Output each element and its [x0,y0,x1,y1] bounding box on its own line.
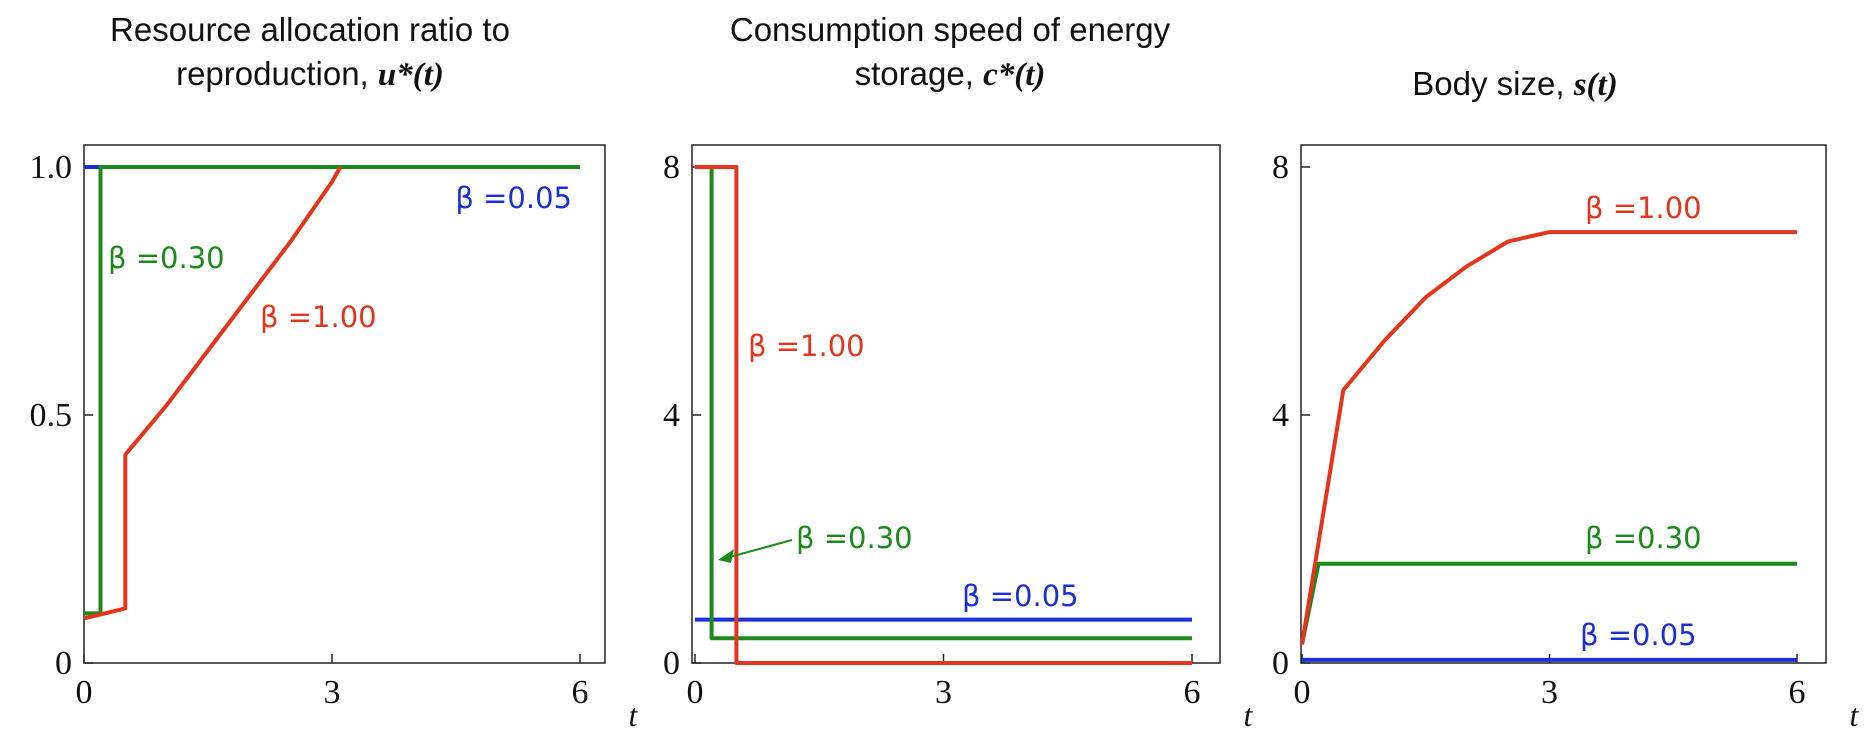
series-label-2: β =1.00 [748,329,865,363]
chart-title-s-text: Body size, [1412,65,1574,102]
series-line-2 [695,165,1192,665]
chart-title-u-text: Resource allocation ratio to reproductio… [110,11,510,92]
chart-title-c-var: c*(t) [983,57,1046,93]
series-label-1: β =0.30 [796,521,913,555]
x-tick-label: 0 [76,674,93,711]
x-tick-label: 0 [687,674,704,711]
chart-title-u: Resource allocation ratio to reproductio… [60,8,560,97]
series-label-0: β =0.05 [962,579,1079,613]
chart-title-c-text: Consumption speed of energy storage, [729,11,1171,92]
chart-title-c: Consumption speed of energy storage, c*(… [700,8,1200,97]
plot-frame [691,144,1221,664]
panel-0: 0 0.5 1.0 0 3 6 t β =0.05 β =0.30 β =1.00 [30,144,639,731]
chart-title-s-var: s(t) [1573,67,1618,103]
series-line-2 [1300,230,1797,645]
plot-frame [83,144,606,664]
series-label-0: β =0.05 [1580,618,1697,652]
panel-2: 0 4 8 0 3 6 t β =0.05 β =0.30 β =1.00 [1272,144,1860,731]
series-label-1: β =0.30 [1585,521,1702,555]
plot-frame [1300,144,1827,664]
arrow-head [718,549,734,563]
x-tick-label: 6 [1789,674,1806,711]
x-tick-label: 6 [572,674,589,711]
series-label-2: β =1.00 [1585,191,1702,225]
x-tick-label: 3 [1541,674,1558,711]
chart-title-u-var: u*(t) [377,57,444,93]
y-tick-label: 0 [1272,645,1289,682]
y-tick-label: 4 [1272,397,1289,434]
x-axis-label: t [1244,697,1254,731]
y-tick-label: 4 [663,397,680,434]
y-tick-label: 1.0 [30,149,73,186]
series-line-1 [84,165,580,616]
x-axis-label: t [1850,697,1860,731]
x-tick-label: 3 [935,674,952,711]
arrow-line [725,539,793,559]
series-label-0: β =0.05 [455,181,572,215]
y-tick-label: 8 [663,149,680,186]
series-line-1 [1300,561,1797,645]
y-tick-label: 0 [663,645,680,682]
y-tick-label: 0 [55,645,72,682]
series-line-1 [695,165,1192,641]
x-axis-label: t [629,697,639,731]
y-tick-label: 8 [1272,149,1289,186]
chart-title-s: Body size, s(t) [1235,62,1795,107]
x-tick-label: 3 [324,674,341,711]
series-label-1: β =0.30 [108,241,225,275]
series-label-2: β =1.00 [260,300,377,334]
x-tick-label: 0 [1294,674,1311,711]
x-tick-label: 6 [1184,674,1201,711]
series-line-2 [83,166,343,621]
y-tick-label: 0.5 [30,397,73,434]
panel-1: 0 4 8 0 3 6 t β =0.05 β =0.30 β =1.00 [663,144,1254,731]
